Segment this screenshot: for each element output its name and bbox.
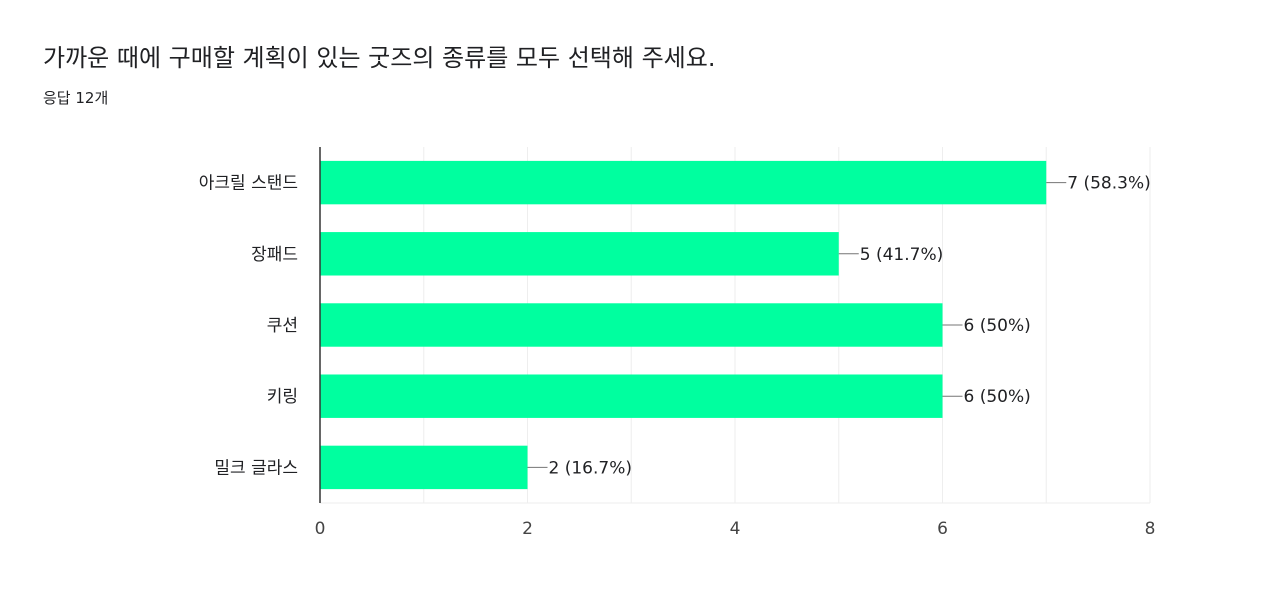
category-label-3: 키링 bbox=[267, 387, 298, 407]
value-label-3: 6 (50%) bbox=[964, 387, 1031, 407]
x-tick-label-3: 6 bbox=[937, 519, 948, 539]
x-tick-label-1: 2 bbox=[522, 519, 533, 539]
bars bbox=[320, 160, 1047, 490]
response-count: 응답 12개 bbox=[43, 89, 109, 107]
bar-2 bbox=[320, 303, 943, 347]
question-title: 가까운 때에 구매할 계획이 있는 굿즈의 종류를 모두 선택해 주세요. bbox=[43, 44, 716, 72]
labels: 아크릴 스탠드 7 (58.3%) 장패드 5 (41.7%) 쿠션 6 (50%) 키링 6… bbox=[199, 174, 1156, 539]
category-label-1: 장패드 bbox=[251, 245, 298, 265]
x-tick-label-0: 0 bbox=[315, 519, 326, 539]
category-label-0: 아크릴 스탠드 bbox=[199, 174, 298, 194]
bar-4 bbox=[320, 445, 528, 490]
bar-1 bbox=[320, 232, 839, 276]
value-label-2: 6 (50%) bbox=[964, 316, 1031, 336]
bar-3 bbox=[320, 374, 943, 418]
value-label-4: 2 (16.7%) bbox=[549, 458, 633, 478]
bar-0 bbox=[320, 160, 1047, 205]
category-label-4: 밀크 글라스 bbox=[214, 458, 298, 478]
x-tick-label-4: 8 bbox=[1145, 519, 1156, 539]
category-label-2: 쿠션 bbox=[267, 316, 298, 336]
value-label-0: 7 (58.3%) bbox=[1067, 174, 1151, 194]
x-tick-label-2: 4 bbox=[730, 519, 741, 539]
value-label-1: 5 (41.7%) bbox=[860, 245, 944, 265]
